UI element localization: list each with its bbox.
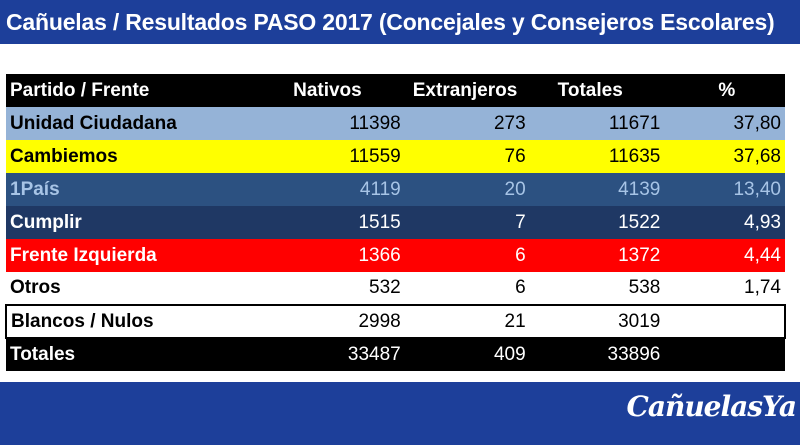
cell-partido: Cumplir	[10, 211, 82, 233]
results-table: Partido / Frente Nativos Extranjeros Tot…	[5, 74, 786, 371]
cell-nativos: 2998	[358, 310, 401, 332]
cell-partido: Unidad Ciudadana	[10, 112, 177, 134]
table-row: Cambiemos 11559 76 11635 37,68	[6, 140, 785, 173]
cell-totales: 538	[628, 277, 661, 298]
title-bar: Cañuelas / Resultados PASO 2017 (Conceja…	[0, 0, 800, 44]
table-row: Frente Izquierda 1366 6 1372 4,44	[6, 239, 785, 272]
table-row: Blancos / Nulos 2998 21 3019	[6, 305, 785, 338]
table-totals-row: Totales 33487 409 33896	[6, 338, 785, 371]
cell-percent: 1,74	[744, 277, 781, 298]
cell-totales: 3019	[618, 310, 661, 332]
cell-extranjeros: 21	[504, 310, 526, 332]
cell-percent: 13,40	[733, 178, 781, 200]
cell-percent	[664, 338, 785, 371]
brand-logo: CañuelasYa	[626, 390, 797, 423]
header-partido: Partido / Frente	[10, 79, 150, 101]
cell-extranjeros: 6	[515, 244, 526, 266]
cell-partido: Cambiemos	[10, 145, 118, 167]
header-extranjeros: Extranjeros	[412, 79, 518, 101]
table-row: 1País 4119 20 4139 13,40	[6, 173, 785, 206]
cell-partido: Otros	[10, 277, 61, 298]
header-totales: Totales	[557, 79, 623, 101]
cell-totales: 33896	[607, 344, 661, 365]
cell-percent	[664, 305, 785, 338]
cell-partido: Blancos / Nulos	[11, 310, 154, 332]
header-nativos: Nativos	[293, 79, 362, 101]
page-title: Cañuelas / Resultados PASO 2017 (Conceja…	[6, 8, 775, 35]
cell-totales: 1522	[618, 211, 661, 233]
cell-nativos: 4119	[359, 178, 401, 200]
results-panel: Partido / Frente Nativos Extranjeros Tot…	[0, 44, 800, 382]
cell-extranjeros: 273	[493, 112, 526, 134]
cell-nativos: 11559	[349, 145, 401, 167]
cell-nativos: 1366	[358, 244, 401, 266]
table-row: Otros 532 6 538 1,74	[6, 272, 785, 305]
cell-partido: 1País	[10, 178, 60, 200]
cell-nativos: 1515	[358, 211, 401, 233]
header-percent: %	[718, 79, 736, 101]
cell-extranjeros: 6	[515, 277, 526, 298]
table-row: Unidad Ciudadana 11398 273 11671 37,80	[6, 107, 785, 140]
cell-percent: 37,68	[733, 145, 781, 167]
cell-nativos: 11398	[349, 112, 401, 134]
cell-extranjeros: 409	[493, 344, 526, 365]
cell-totales: 11671	[608, 112, 661, 134]
cell-totales: 11635	[608, 145, 661, 167]
footer-bar: CañuelasYa	[0, 382, 800, 445]
cell-extranjeros: 76	[504, 145, 526, 167]
cell-percent: 37,80	[733, 112, 781, 134]
cell-partido: Frente Izquierda	[10, 244, 157, 266]
cell-percent: 4,93	[744, 211, 781, 233]
cell-extranjeros: 7	[515, 211, 526, 233]
cell-nativos: 33487	[347, 344, 401, 365]
cell-totales: 1372	[618, 244, 661, 266]
cell-extranjeros: 20	[504, 178, 526, 200]
cell-partido: Totales	[10, 344, 76, 365]
cell-totales: 4139	[618, 178, 661, 200]
table-header-row: Partido / Frente Nativos Extranjeros Tot…	[6, 74, 785, 107]
cell-nativos: 532	[369, 277, 401, 298]
table-row: Cumplir 1515 7 1522 4,93	[6, 206, 785, 239]
cell-percent: 4,44	[744, 244, 781, 266]
